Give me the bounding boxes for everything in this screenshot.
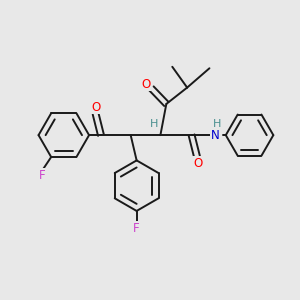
Text: H: H: [150, 119, 158, 129]
Text: O: O: [193, 157, 202, 169]
Text: F: F: [39, 169, 46, 182]
Text: O: O: [142, 77, 151, 91]
Text: F: F: [133, 222, 140, 235]
Text: O: O: [91, 101, 100, 114]
Text: N: N: [211, 129, 220, 142]
Text: H: H: [213, 119, 221, 129]
